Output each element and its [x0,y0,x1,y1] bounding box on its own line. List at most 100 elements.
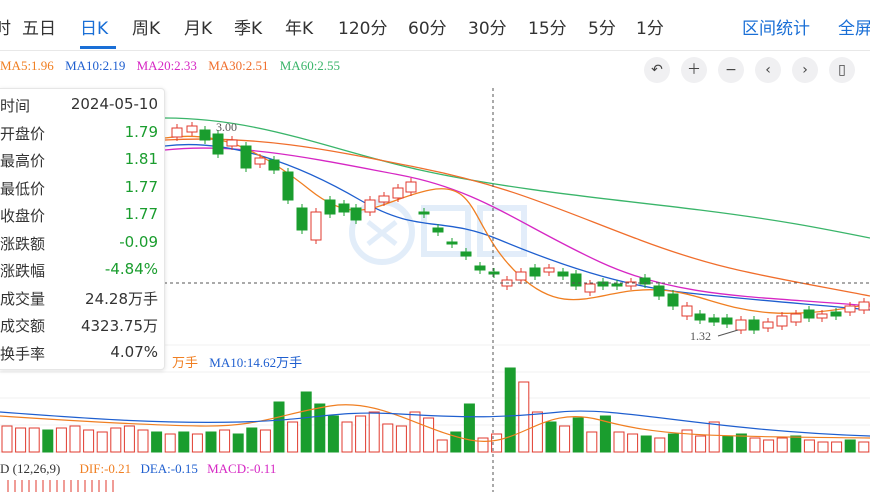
volume-bar [491,433,503,453]
candle-body [681,305,693,317]
range-stats-link[interactable]: 区间统计 [742,19,810,39]
candle-body [858,301,870,311]
price-high-label: 3.00 [216,120,237,134]
volume-bar [477,437,489,453]
volume-bar [504,367,516,453]
candle-body [830,311,842,317]
volume-ma5-label: 万手 [172,355,199,370]
candle-body [639,277,651,285]
volume-bar [232,433,244,453]
candle-body [653,285,665,297]
tooltip-label: 时间 [0,97,31,115]
volume-bar [123,425,135,453]
volume-bar [287,421,299,453]
candle-body [446,241,458,245]
volume-bar [586,431,598,453]
ma30-label: MA30:2.51 [208,58,269,73]
tab-monthly-k[interactable]: 月K [184,19,213,39]
tooltip-value: 1.79 [124,122,158,141]
volume-bar [831,441,843,453]
pan-right-icon[interactable]: › [792,57,818,83]
candle-body [474,265,486,271]
pan-left-icon[interactable]: ‹ [755,57,781,83]
candle-body [460,251,472,257]
fullscreen-link[interactable]: 全屏 [838,19,870,39]
tooltip-value: 2024-05-10 [70,95,158,113]
volume-bar [531,411,543,453]
volume-bar [69,425,81,453]
volume-bar [259,429,271,453]
candle-body [790,313,802,323]
candle-body [364,199,376,213]
tab-5min[interactable]: 5分 [588,19,616,39]
volume-bar [96,431,108,453]
zoom-in-icon[interactable]: ＋ [681,57,707,83]
tab-yearly-k[interactable]: 年K [285,19,314,39]
volume-bar [776,437,788,453]
tooltip-label: 最低价 [0,179,46,198]
candle-body [378,195,390,203]
candle-body [694,313,706,321]
candle-body [324,199,336,215]
volume-legend: 万手 MA10:14.62万手 [172,352,302,371]
candle-body [762,321,774,329]
volume-bar [341,421,353,453]
tooltip-row: 成交量 24.28万手 [0,288,158,314]
candle-body [405,181,417,193]
tab-15min[interactable]: 15分 [528,19,567,39]
volume-bar [164,433,176,453]
volume-bar [55,427,67,453]
tooltip-value: 4323.75万 [80,317,158,335]
candle-body [708,317,720,323]
volume-bar [545,421,557,453]
tooltip-row: 换手率 4.07% [0,343,158,369]
price-low-label: 1.32 [690,329,711,343]
candle-body [392,187,404,199]
volume-bar [314,403,326,453]
candle-body [625,281,637,287]
ma10-label: MA10:2.19 [65,58,126,73]
tooltip-value: 4.07% [110,342,158,361]
tooltip-row: 收盘价 1.77 [0,205,158,231]
candle-body [296,207,308,231]
undo-icon[interactable]: ↶ [644,57,670,83]
volume-bar [627,433,639,453]
candle-body [282,171,294,201]
candle-body [803,309,815,319]
zoom-out-icon[interactable]: − [718,57,744,83]
tooltip-row: 开盘价 1.79 [0,123,158,149]
tab-quarterly-k[interactable]: 季K [234,19,263,39]
volume-bar [191,433,203,453]
volume-bar [599,415,611,453]
tab-five-day[interactable]: 五日 [22,19,56,39]
ma60-label: MA60:2.55 [279,58,341,73]
volume-bar [1,425,13,453]
ma-line [164,135,870,314]
tab-daily-k[interactable]: 日K [80,19,109,39]
candle-type-icon[interactable]: ▯ [829,57,855,83]
volume-ma5-line [0,404,870,442]
tooltip-label: 最高价 [0,152,46,170]
candle-body [350,207,362,221]
volume-bar [137,429,149,453]
tab-weekly-k[interactable]: 周K [132,19,161,39]
tooltip-value: 1.77 [124,205,158,223]
volume-bar [722,435,734,453]
volume-bar [368,411,380,453]
tab-timeshare[interactable]: 时 [0,19,11,39]
tab-1min[interactable]: 1分 [636,19,664,39]
volume-bar [463,403,475,453]
tab-60min[interactable]: 60分 [408,19,447,39]
tooltip-label: 开盘价 [0,124,46,143]
tab-30min[interactable]: 30分 [468,19,507,39]
ma-line [164,143,870,311]
volume-bar [708,421,720,453]
volume-ma10-label: MA10:14.62万手 [209,355,303,370]
volume-bar [436,439,448,453]
tab-120min[interactable]: 120分 [338,19,388,39]
tooltip-row: 最高价 1.81 [0,150,158,176]
ma-line [164,138,870,297]
ohlc-tooltip: 时间 2024-05-10 开盘价 1.79 最高价 1.81 最低价 1.77 收盘价 1.77… [0,88,165,370]
candle-body [212,133,224,155]
volume-bar [681,429,693,453]
